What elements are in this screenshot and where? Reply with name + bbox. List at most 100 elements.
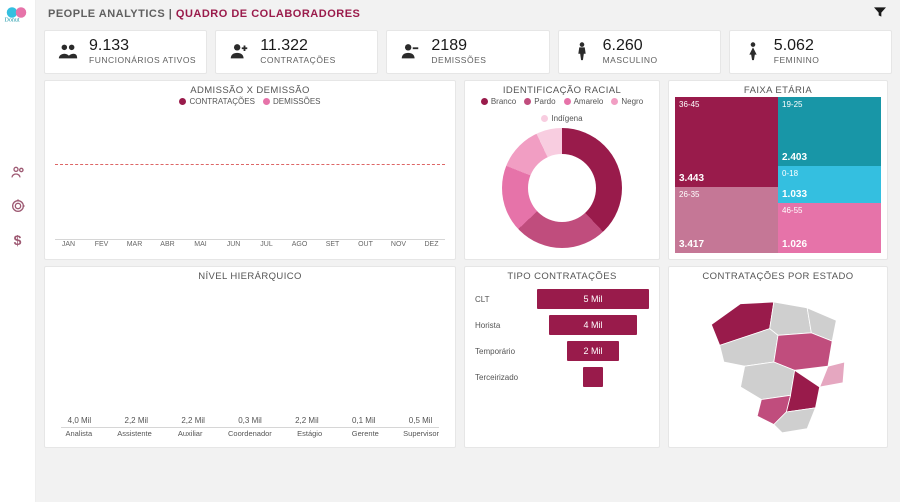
bar-value-label: 4,0 Mil xyxy=(68,416,92,425)
bar-value-label: 0,1 Mil xyxy=(352,416,376,425)
title-main: QUADRO DE COLABORADORES xyxy=(176,8,360,20)
funnel-row[interactable]: Terceirizado xyxy=(475,367,649,387)
kpi-card[interactable]: 11.322 CONTRATAÇÕES xyxy=(215,30,378,74)
bar-value-label: 2,2 Mil xyxy=(125,416,149,425)
page-title: PEOPLE ANALYTICS | QUADRO DE COLABORADOR… xyxy=(48,8,360,20)
person-minus-icon xyxy=(399,40,421,62)
funnel-bar: 5 Mil xyxy=(537,289,649,309)
treemap-value: 1.026 xyxy=(782,239,807,250)
male-icon xyxy=(571,40,593,62)
legend-item: Pardo xyxy=(524,97,555,106)
funnel-label: Temporário xyxy=(475,347,531,356)
treemap-cell[interactable]: 19-25 2.403 xyxy=(778,97,881,166)
treemap-label: 0-18 xyxy=(782,169,877,178)
bar-item[interactable]: 2,2 Mil xyxy=(175,416,212,427)
target-icon[interactable] xyxy=(8,196,28,216)
panel-contratacoes-por-estado: CONTRATAÇÕES POR ESTADO xyxy=(668,266,888,448)
panel-nivel-hierarquico: NÍVEL HIERÁRQUICO 4,0 Mil 2,2 Mil 2,2 Mi… xyxy=(44,266,456,448)
x-label: Analista xyxy=(61,429,97,441)
funnel-label: Horista xyxy=(475,321,531,330)
panel-faixa-etaria: FAIXA ETÁRIA 36-45 3.443 26-35 3.417 19-… xyxy=(668,80,888,260)
legend-item: Indígena xyxy=(541,114,582,123)
kpi-label: FUNCIONÁRIOS ATIVOS xyxy=(89,55,196,65)
legend-item: Amarelo xyxy=(564,97,604,106)
bar-item[interactable]: 2,2 Mil xyxy=(288,416,325,427)
brazil-map[interactable] xyxy=(675,283,881,441)
x-label: NOV xyxy=(385,241,412,253)
x-label: Supervisor xyxy=(403,429,439,441)
bar-value-label: 0,5 Mil xyxy=(409,416,433,425)
bar-item[interactable]: 0,1 Mil xyxy=(345,416,382,427)
x-label: Assistente xyxy=(117,429,153,441)
people-icon[interactable] xyxy=(8,162,28,182)
kpi-value: 2189 xyxy=(431,37,486,55)
treemap-cell[interactable]: 26-35 3.417 xyxy=(675,187,778,253)
title-prefix: PEOPLE ANALYTICS xyxy=(48,8,165,20)
funnel-row[interactable]: Temporário 2 Mil xyxy=(475,341,649,361)
kpi-label: MASCULINO xyxy=(603,55,658,65)
chart-title: CONTRATAÇÕES POR ESTADO xyxy=(675,271,881,282)
funnel-bar: 4 Mil xyxy=(549,315,636,335)
legend-item: Branco xyxy=(481,97,516,106)
kpi-card[interactable]: 9.133 FUNCIONÁRIOS ATIVOS xyxy=(44,30,207,74)
x-label: SET xyxy=(319,241,346,253)
x-label: Estágio xyxy=(292,429,328,441)
treemap-value: 2.403 xyxy=(782,152,807,163)
treemap-cell[interactable]: 0-18 1.033 xyxy=(778,166,881,203)
main-content: PEOPLE ANALYTICS | QUADRO DE COLABORADOR… xyxy=(36,0,900,502)
x-label: ABR xyxy=(154,241,181,253)
filter-icon[interactable] xyxy=(872,4,888,25)
bar-value-label: 2,2 Mil xyxy=(181,416,205,425)
funnel-label: Terceirizado xyxy=(475,373,531,382)
treemap-label: 46-55 xyxy=(782,206,877,215)
donut-chart[interactable] xyxy=(502,128,622,248)
treemap-value: 3.443 xyxy=(679,173,704,184)
siderail: Donut $ xyxy=(0,0,36,502)
kpi-card[interactable]: 5.062 FEMININO xyxy=(729,30,892,74)
kpi-label: DEMISSÕES xyxy=(431,55,486,65)
bar-item[interactable]: 4,0 Mil xyxy=(61,416,98,427)
kpi-card[interactable]: 6.260 MASCULINO xyxy=(558,30,721,74)
person-plus-icon xyxy=(228,40,250,62)
legend-item: DEMISSÕES xyxy=(263,97,321,106)
x-label: JAN xyxy=(55,241,82,253)
bar-item[interactable]: 2,2 Mil xyxy=(118,416,155,427)
x-label: MAI xyxy=(187,241,214,253)
group-icon xyxy=(57,40,79,62)
chart-title: NÍVEL HIERÁRQUICO xyxy=(51,271,449,282)
x-label: AGO xyxy=(286,241,313,253)
legend-item: Negro xyxy=(611,97,643,106)
x-label: Gerente xyxy=(347,429,383,441)
bar-item[interactable]: 0,3 Mil xyxy=(232,416,269,427)
dollar-icon[interactable]: $ xyxy=(8,230,28,250)
x-label: OUT xyxy=(352,241,379,253)
legend-item: CONTRATAÇÕES xyxy=(179,97,254,106)
treemap-cell[interactable]: 36-45 3.443 xyxy=(675,97,778,187)
funnel-row[interactable]: CLT 5 Mil xyxy=(475,289,649,309)
title-sep: | xyxy=(165,8,176,20)
kpi-value: 11.322 xyxy=(260,37,336,55)
funnel-label: CLT xyxy=(475,295,531,304)
panel-identificacao-racial: IDENTIFICAÇÃO RACIAL BrancoPardoAmareloN… xyxy=(464,80,660,260)
x-label: Coordenador xyxy=(228,429,272,441)
bar-item[interactable]: 0,5 Mil xyxy=(402,416,439,427)
bar-value-label: 2,2 Mil xyxy=(295,416,319,425)
chart-title: TIPO CONTRATAÇÕES xyxy=(471,271,653,282)
funnel-bar xyxy=(583,367,603,387)
treemap-value: 3.417 xyxy=(679,239,704,250)
x-label: JUL xyxy=(253,241,280,253)
svg-text:Donut: Donut xyxy=(4,18,19,24)
treemap-label: 26-35 xyxy=(679,190,774,199)
chart-title: ADMISSÃO X DEMISSÃO xyxy=(51,85,449,96)
funnel-row[interactable]: Horista 4 Mil xyxy=(475,315,649,335)
treemap-cell[interactable]: 46-55 1.026 xyxy=(778,203,881,253)
female-icon xyxy=(742,40,764,62)
kpi-value: 9.133 xyxy=(89,37,196,55)
kpi-card[interactable]: 2189 DEMISSÕES xyxy=(386,30,549,74)
x-label: FEV xyxy=(88,241,115,253)
bar-value-label: 0,3 Mil xyxy=(238,416,262,425)
brand-logo: Donut xyxy=(3,4,33,24)
x-label: MAR xyxy=(121,241,148,253)
treemap-label: 19-25 xyxy=(782,100,877,109)
treemap-value: 1.033 xyxy=(782,189,807,200)
